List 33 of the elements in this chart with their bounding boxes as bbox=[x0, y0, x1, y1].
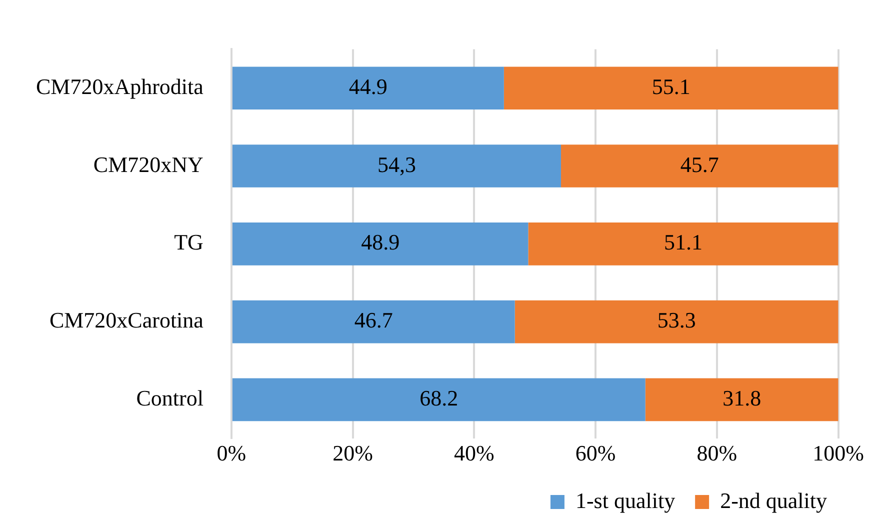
legend-label: 2-nd quality bbox=[720, 488, 828, 513]
data-label: 51.1 bbox=[664, 230, 703, 255]
data-label: 44.9 bbox=[348, 74, 388, 99]
bar bbox=[528, 222, 838, 266]
y-tick-label: CM720xNY bbox=[93, 152, 204, 177]
x-tick-label: 100% bbox=[812, 440, 864, 466]
bar bbox=[232, 222, 528, 266]
bar bbox=[514, 300, 838, 344]
data-label: 45.7 bbox=[680, 152, 719, 177]
data-label: 54,3 bbox=[377, 152, 416, 177]
data-label: 53.3 bbox=[657, 308, 696, 333]
bar bbox=[504, 66, 838, 110]
data-label: 48.9 bbox=[361, 230, 400, 255]
y-tick-label: TG bbox=[174, 230, 204, 255]
bar bbox=[645, 378, 838, 422]
legend-label: 1-st quality bbox=[575, 488, 676, 513]
bar bbox=[232, 144, 561, 188]
data-label: 68.2 bbox=[420, 385, 458, 410]
x-tick-label: 20% bbox=[332, 440, 373, 466]
data-label: 31.8 bbox=[722, 385, 762, 410]
data-label: 55.1 bbox=[652, 74, 690, 99]
bar bbox=[232, 66, 504, 110]
data-label: 46.7 bbox=[354, 308, 393, 333]
bar bbox=[232, 378, 646, 422]
x-tick-label: 40% bbox=[454, 440, 494, 466]
y-tick-label: CM720xCarotina bbox=[49, 308, 204, 333]
x-tick-label: 80% bbox=[696, 440, 738, 466]
bar bbox=[560, 144, 838, 188]
x-tick-label: 60% bbox=[575, 440, 616, 466]
y-tick-label: Control bbox=[136, 385, 204, 410]
x-tick-label: 0% bbox=[216, 440, 246, 466]
y-tick-label: CM720xAphrodita bbox=[36, 74, 204, 99]
bar bbox=[232, 300, 515, 344]
